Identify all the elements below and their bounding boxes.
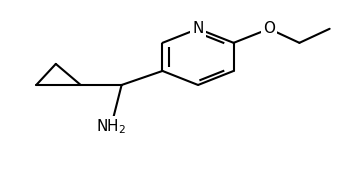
Text: N: N: [192, 21, 204, 36]
Text: NH$_2$: NH$_2$: [96, 118, 126, 136]
Text: O: O: [263, 21, 275, 36]
